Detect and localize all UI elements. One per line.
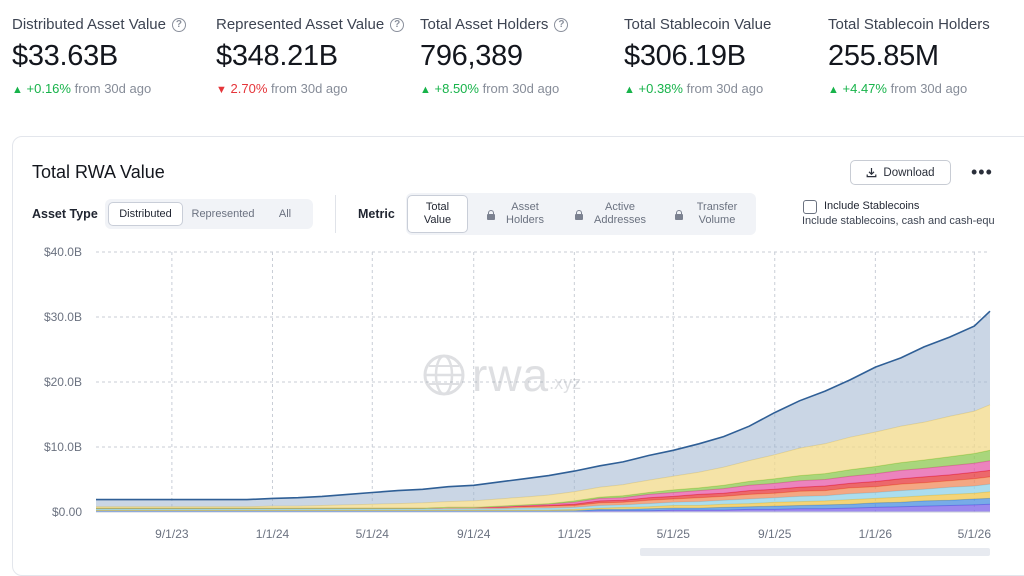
include-stablecoins-label: Include Stablecoins [824,200,920,212]
x-tick-label: 5/1/26 [958,527,992,541]
stat-label: Distributed Asset Value? [12,16,212,33]
stat-label: Total Stablecoin Holders [828,16,990,33]
include-stablecoins-description: Include stablecoins, cash and cash-equ [802,215,995,227]
stat-change-suffix: from 30d ago [271,81,348,96]
help-icon[interactable]: ? [554,17,569,32]
lock-icon [675,209,683,220]
stat-label: Total Stablecoin Value [624,16,772,33]
card-title: Total RWA Value [32,162,165,182]
area-series-8[interactable] [96,404,990,509]
metric-transfer-volume[interactable]: Transfer Volume [666,195,752,233]
more-options-icon[interactable]: ••• [971,162,993,182]
metric-option-label: Transfer Volume [696,201,738,226]
metric-asset-holders[interactable]: Asset Holders [478,195,556,233]
stat-value: 255.85M [828,40,939,72]
stat-change: ▲ +8.50% from 30d ago [420,81,620,96]
metric-option-label: Active Addresses [594,201,646,226]
rwa-area-chart[interactable]: $0.00 $10.0B $20.0B $30.0B $40.0B 9/1/23 1/1/2… [0,240,1024,556]
stat-total-asset-holders: Total Asset Holders? 796,389 ▲ +8.50% fr… [420,16,620,96]
arrow-up-icon: ▲ [12,84,23,96]
metric-option-label: Asset Holders [506,201,544,226]
y-tick-label: $20.0B [44,375,82,389]
x-tick-label: 9/1/23 [155,527,189,541]
watermark-tld: .xyz [549,372,582,393]
stat-value: $33.63B [12,40,118,72]
area-series-2[interactable] [96,491,990,511]
x-tick-label: 9/1/25 [758,527,792,541]
stat-value: $306.19B [624,40,746,72]
metric-toggle: Total Value Asset Holders Active Address… [406,193,756,235]
y-tick-label: $30.0B [44,310,82,324]
stat-change: ▲ +0.38% from 30d ago [624,81,824,96]
stat-distributed-asset-value: Distributed Asset Value? $33.63B ▲ +0.16… [12,16,212,96]
stat-change-pct: +0.16% [26,81,71,96]
chart-range-scrollbar[interactable] [640,548,990,556]
arrow-up-icon: ▲ [624,84,635,96]
help-icon[interactable]: ? [171,17,186,32]
download-label: Download [883,166,935,179]
x-tick-label: 1/1/26 [859,527,893,541]
stat-change-pct: +0.38% [638,81,683,96]
arrow-up-icon: ▲ [828,84,839,96]
lock-icon [487,209,495,220]
help-icon[interactable]: ? [390,17,405,32]
metric-label: Metric [358,207,395,221]
download-icon [867,168,877,178]
stat-change: ▲ +4.47% from 30d ago [828,81,1024,96]
stat-change-pct: +8.50% [434,81,479,96]
area-series-6[interactable] [96,460,990,509]
area-series-9[interactable] [96,311,990,507]
stat-value: $348.21B [216,40,338,72]
x-tick-label: 9/1/24 [457,527,491,541]
x-tick-label: 1/1/25 [558,527,592,541]
stat-total-stablecoin-holders: Total Stablecoin Holders 255.85M ▲ +4.47… [828,16,1024,96]
area-series-7[interactable] [96,450,990,509]
stat-change-suffix: from 30d ago [482,81,560,96]
arrow-up-icon: ▲ [420,84,431,96]
download-button[interactable]: Download [850,160,951,185]
arrow-down-icon: ▼ [216,84,227,96]
asset-type-all[interactable]: All [278,207,292,220]
metric-active-addresses[interactable]: Active Addresses [566,195,658,233]
include-stablecoins-checkbox[interactable] [803,200,817,214]
y-tick-label: $40.0B [44,245,82,259]
stat-change: ▲ +0.16% from 30d ago [12,81,212,96]
x-tick-label: 5/1/24 [356,527,390,541]
stat-represented-asset-value: Represented Asset Value? $348.21B ▼ 2.70… [216,16,416,96]
stat-total-stablecoin-value: Total Stablecoin Value $306.19B ▲ +0.38%… [624,16,824,96]
asset-type-represented[interactable]: Represented [191,207,255,220]
x-tick-label: 1/1/24 [256,527,290,541]
watermark: rwa .xyz [422,348,581,402]
lock-icon [575,209,583,220]
stat-change-pct: +4.47% [842,81,887,96]
stat-change-suffix: from 30d ago [74,81,152,96]
area-series-5[interactable] [96,470,990,509]
controls-divider [335,195,336,233]
metric-total-value[interactable]: Total Value [407,195,468,233]
area-series-1[interactable] [96,498,990,512]
y-tick-label: $0.00 [52,505,82,519]
area-series-3[interactable] [96,484,990,511]
x-tick-label: 5/1/25 [657,527,691,541]
area-series-line-9 [96,310,991,501]
asset-type-toggle: Distributed Represented All [105,199,313,229]
asset-type-distributed[interactable]: Distributed [108,202,183,226]
stat-change-suffix: from 30d ago [890,81,968,96]
stats-row: Distributed Asset Value? $33.63B ▲ +0.16… [0,0,1024,130]
asset-type-label: Asset Type [32,207,98,221]
stat-value: 796,389 [420,40,523,72]
stat-change-suffix: from 30d ago [686,81,764,96]
y-tick-label: $10.0B [44,440,82,454]
area-series-0[interactable] [96,504,990,512]
stat-label: Total Asset Holders? [420,16,620,33]
watermark-brand: rwa [472,349,550,401]
globe-icon [423,354,465,396]
stat-change: ▼ 2.70% from 30d ago [216,81,416,96]
area-series-4[interactable] [96,476,990,509]
stat-change-pct: 2.70% [230,81,268,96]
stat-label: Represented Asset Value? [216,16,416,33]
